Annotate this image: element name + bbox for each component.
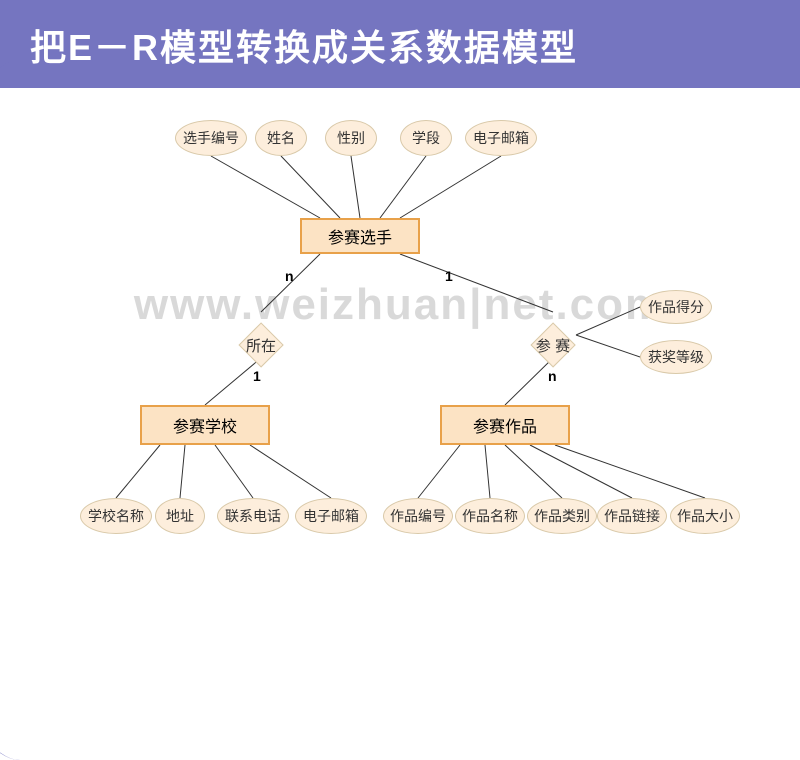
attribute-ellipse: 选手编号 — [175, 120, 247, 156]
cardinality-label: 1 — [253, 368, 261, 384]
attribute-ellipse: 联系电话 — [217, 498, 289, 534]
attribute-ellipse: 作品编号 — [383, 498, 453, 534]
attribute-ellipse: 作品得分 — [640, 290, 712, 324]
attribute-ellipse: 学校名称 — [80, 498, 152, 534]
attribute-ellipse: 作品名称 — [455, 498, 525, 534]
attribute-ellipse: 性别 — [325, 120, 377, 156]
slide-header: 把E－R模型转换成关系数据模型 — [0, 0, 800, 90]
attribute-ellipse: 姓名 — [255, 120, 307, 156]
attribute-ellipse: 作品类别 — [527, 498, 597, 534]
attribute-ellipse: 电子邮箱 — [465, 120, 537, 156]
relationship-diamond: 参 赛 — [530, 322, 576, 368]
relationship-diamond: 所在 — [238, 322, 284, 368]
cardinality-label: n — [285, 268, 294, 284]
attribute-ellipse: 获奖等级 — [640, 340, 712, 374]
er-diagram-canvas: 选手编号姓名性别学段电子邮箱学校名称地址联系电话电子邮箱作品编号作品名称作品类别… — [0, 90, 800, 600]
attribute-ellipse: 地址 — [155, 498, 205, 534]
slide-title: 把E－R模型转换成关系数据模型 — [30, 19, 578, 71]
entity-rect: 参赛学校 — [140, 405, 270, 445]
entity-rect: 参赛选手 — [300, 218, 420, 254]
attribute-ellipse: 电子邮箱 — [295, 498, 367, 534]
cardinality-label: 1 — [445, 268, 453, 284]
attribute-ellipse: 作品大小 — [670, 498, 740, 534]
attribute-ellipse: 作品链接 — [597, 498, 667, 534]
entity-rect: 参赛作品 — [440, 405, 570, 445]
attribute-ellipse: 学段 — [400, 120, 452, 156]
cardinality-label: n — [548, 368, 557, 384]
